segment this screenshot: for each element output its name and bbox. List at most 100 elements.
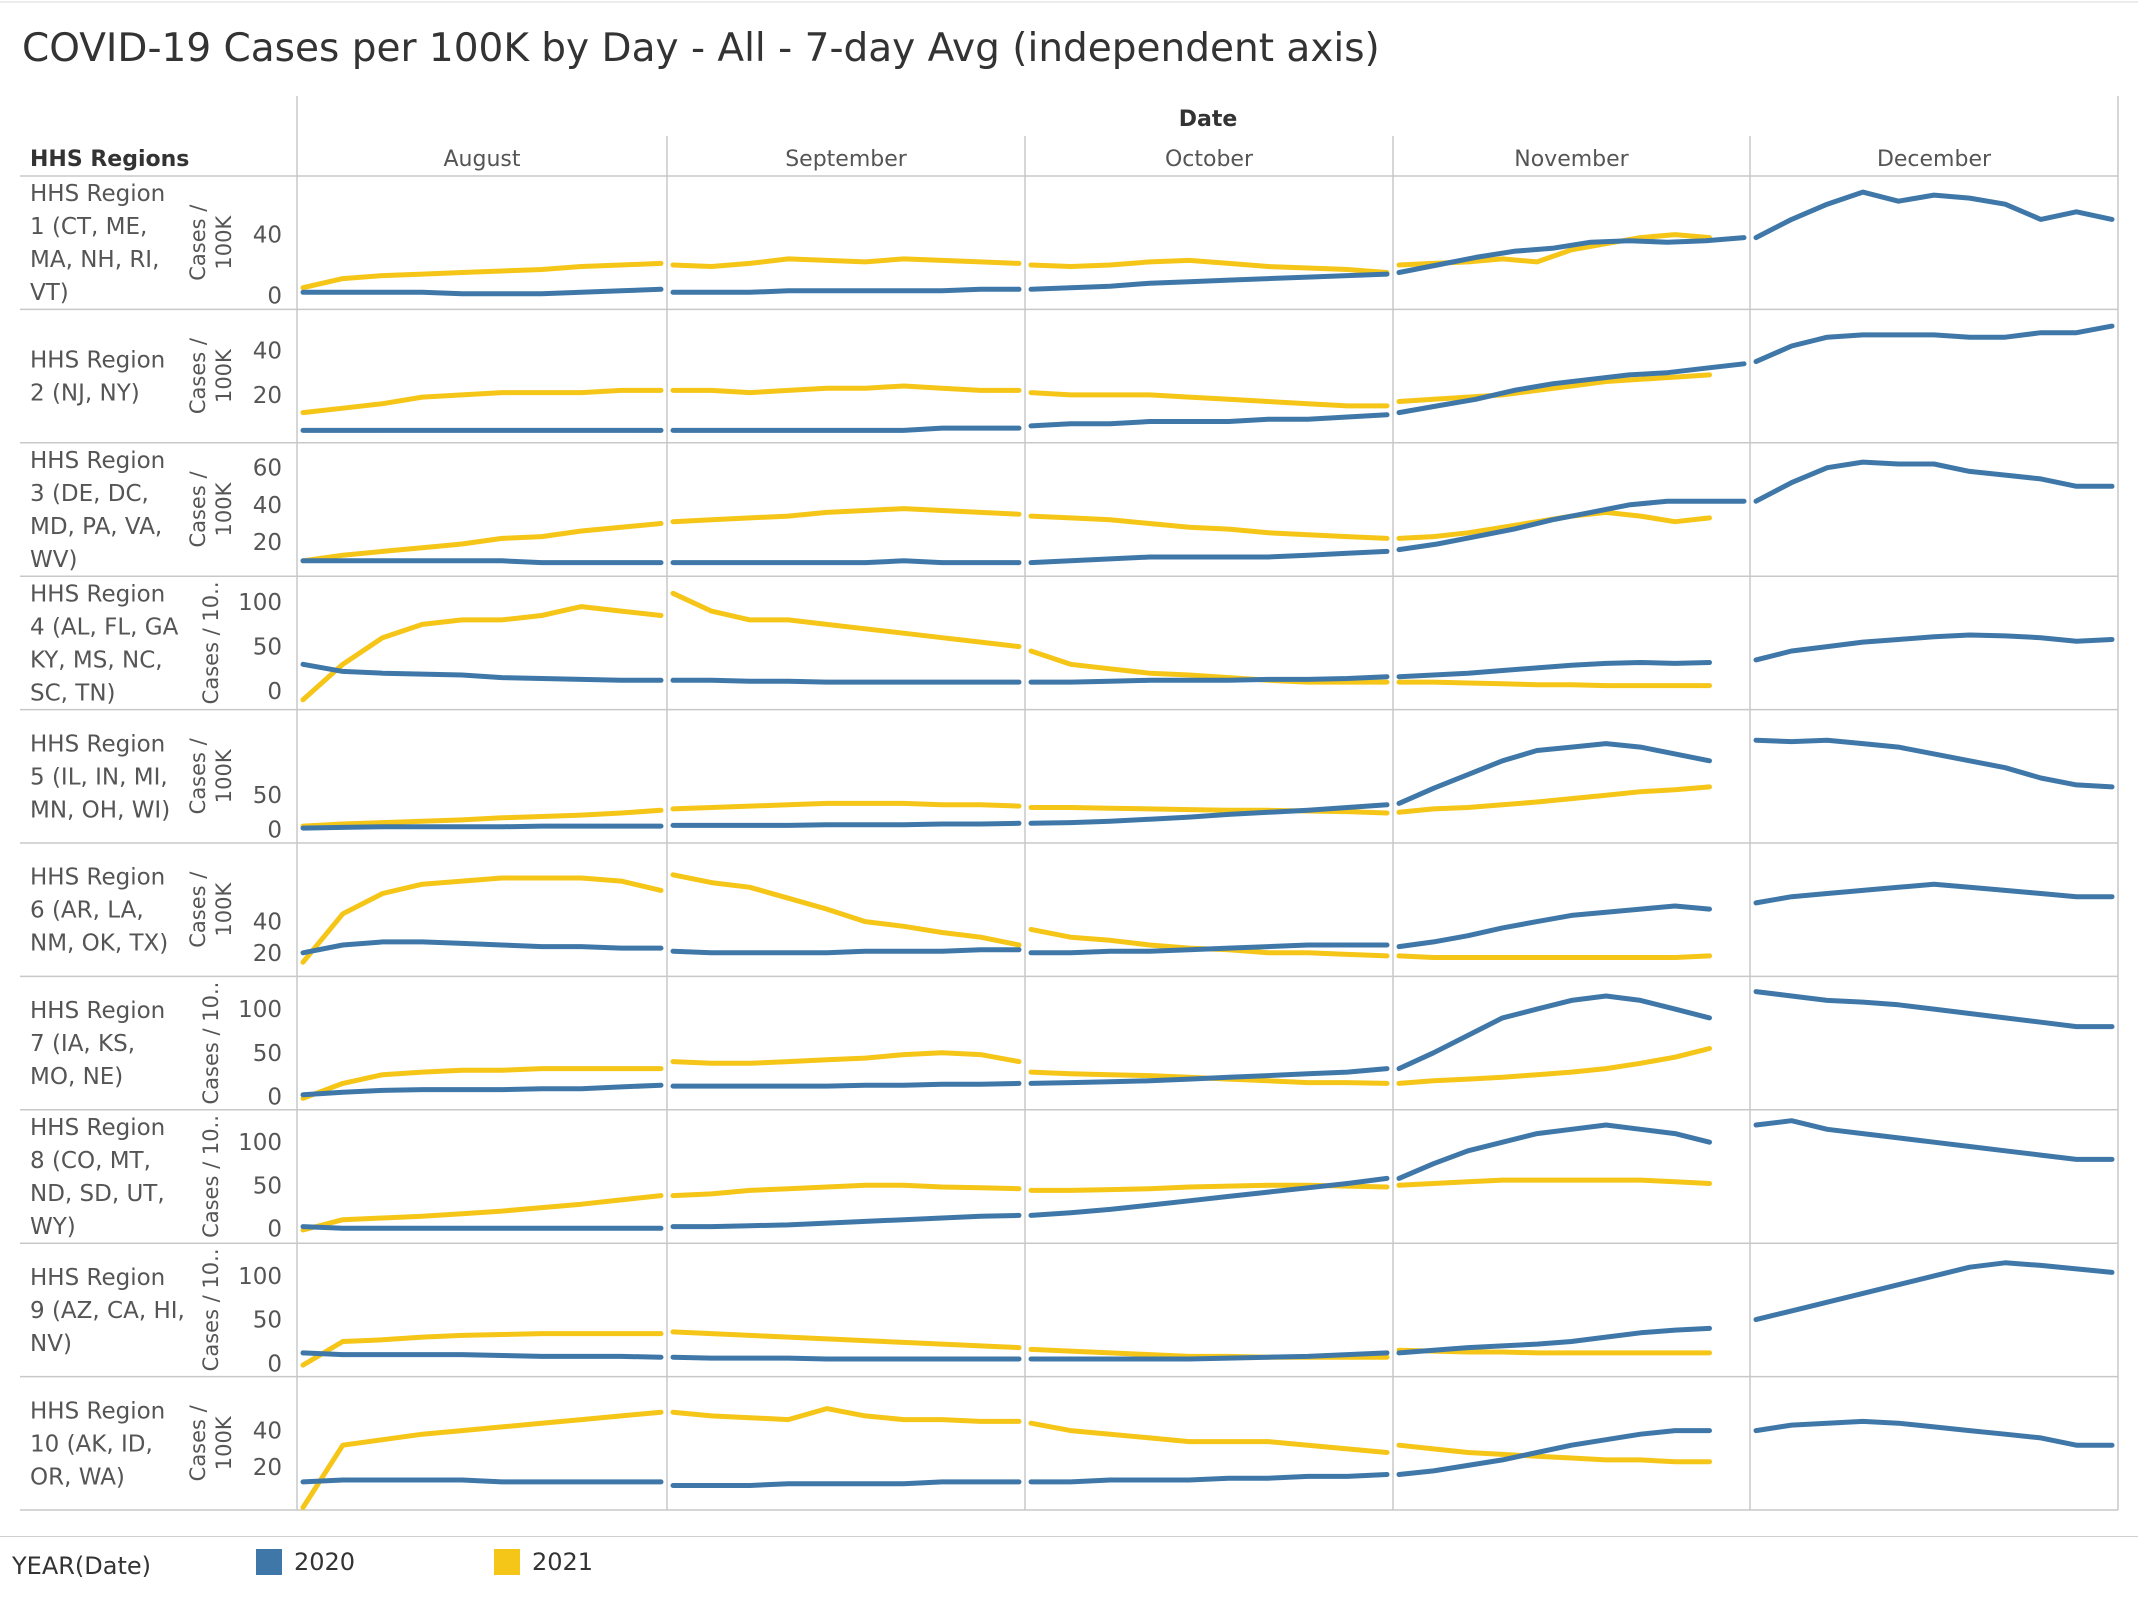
legend-title: YEAR(Date) <box>12 1552 152 1580</box>
region-5-2021-line-november[interactable] <box>1396 784 1712 815</box>
region-3-y-axis-title: Cases / <box>186 471 210 548</box>
region-1-2021-line-september[interactable] <box>670 256 1022 269</box>
region-3-2020-line-october[interactable] <box>1028 548 1390 566</box>
region-9-2020-line-november[interactable] <box>1396 1325 1712 1356</box>
region-9-2020-line-september[interactable] <box>670 1354 1022 1362</box>
region-10-2020-line-september[interactable] <box>670 1479 1022 1488</box>
region-10-2021-line-november[interactable] <box>1396 1442 1712 1465</box>
region-8-2020-line-september[interactable] <box>670 1212 1022 1230</box>
legend-item-2020[interactable]: 2020 <box>256 1544 355 1580</box>
region-7-2020-line-december[interactable] <box>1753 989 2115 1030</box>
region-4-2020-line-august[interactable] <box>300 661 664 683</box>
region-5-2021-line-august[interactable] <box>300 807 664 829</box>
region-3-2020-line-december[interactable] <box>1753 459 2115 504</box>
region-6-tick-label: 20 <box>253 941 282 967</box>
region-5-2021-line-september[interactable] <box>670 800 1022 812</box>
region-3-2020-line-november[interactable] <box>1396 498 1747 553</box>
region-10-2021-line-august[interactable] <box>300 1409 664 1510</box>
region-3-2021-line-september[interactable] <box>670 506 1022 525</box>
region-6-2020-line-december[interactable] <box>1753 881 2115 906</box>
region-4-2020-line-september[interactable] <box>670 677 1022 685</box>
region-7-2020-line-october[interactable] <box>1028 1066 1390 1086</box>
region-6-2020-line-august[interactable] <box>300 939 664 956</box>
region-8-2021-line-september[interactable] <box>670 1182 1022 1199</box>
region-8-2020-line-december[interactable] <box>1753 1118 2115 1162</box>
region-6-label: 6 (AR, LA, <box>30 898 144 924</box>
region-6-tick-label: 40 <box>253 910 282 936</box>
region-4-2021-line-october[interactable] <box>1028 648 1390 685</box>
region-8-2020-line-august[interactable] <box>300 1224 664 1231</box>
region-6-2020-line-november[interactable] <box>1396 903 1712 950</box>
region-10-2021-line-september[interactable] <box>670 1406 1022 1424</box>
region-8-2021-line-november[interactable] <box>1396 1177 1712 1188</box>
region-2-2021-line-august[interactable] <box>300 387 664 416</box>
region-1-2020-line-october[interactable] <box>1028 271 1390 292</box>
region-3-2021-line-november[interactable] <box>1396 509 1712 541</box>
region-9-2021-line-september[interactable] <box>670 1329 1022 1351</box>
region-5-2020-line-october[interactable] <box>1028 802 1390 826</box>
region-2-2021-line-november[interactable] <box>1396 372 1712 404</box>
region-4-label: KY, MS, NC, <box>30 647 163 673</box>
region-5-2020-line-november[interactable] <box>1396 741 1712 806</box>
region-3-2021-line-august[interactable] <box>300 521 664 564</box>
region-7-2020-line-november[interactable] <box>1396 993 1712 1072</box>
region-7-label: 7 (IA, KS, <box>30 1031 135 1057</box>
region-1-2020-line-november[interactable] <box>1396 235 1747 275</box>
region-6-2021-line-august[interactable] <box>300 875 664 965</box>
region-7-2021-line-september[interactable] <box>670 1050 1022 1066</box>
region-3-2020-line-september[interactable] <box>670 558 1022 566</box>
region-10-2020-line-october[interactable] <box>1028 1472 1390 1485</box>
region-9-2020-line-august[interactable] <box>300 1350 664 1360</box>
region-9-2020-line-october[interactable] <box>1028 1350 1390 1362</box>
region-10-2020-line-november[interactable] <box>1396 1428 1712 1477</box>
region-4-2021-line-november[interactable] <box>1396 679 1712 689</box>
region-6-2021-line-september[interactable] <box>670 872 1022 948</box>
region-2-2021-line-september[interactable] <box>670 383 1022 396</box>
region-3-tick-label: 40 <box>253 493 282 519</box>
region-5-2020-line-december[interactable] <box>1753 737 2115 790</box>
region-10-2020-line-august[interactable] <box>300 1477 664 1485</box>
region-1-2021-line-october[interactable] <box>1028 257 1390 275</box>
region-3-tick-label: 20 <box>253 530 282 556</box>
region-2-2020-line-november[interactable] <box>1396 361 1747 416</box>
region-5-label: MN, OH, WI) <box>30 797 170 823</box>
region-5-2020-line-september[interactable] <box>670 820 1022 828</box>
region-2-2020-line-december[interactable] <box>1753 323 2115 365</box>
region-10-2020-line-december[interactable] <box>1753 1418 2115 1448</box>
region-10-2021-line-october[interactable] <box>1028 1420 1390 1455</box>
region-2-2021-line-october[interactable] <box>1028 390 1390 409</box>
region-7-2020-line-september[interactable] <box>670 1080 1022 1089</box>
region-4-2021-line-september[interactable] <box>670 590 1022 650</box>
region-1-2020-line-august[interactable] <box>300 286 664 297</box>
region-9-2020-line-december[interactable] <box>1753 1260 2115 1323</box>
region-4-2020-line-october[interactable] <box>1028 674 1390 685</box>
region-7-2020-line-august[interactable] <box>300 1082 664 1098</box>
region-9-2021-line-august[interactable] <box>300 1331 664 1368</box>
region-8-2021-line-august[interactable] <box>300 1193 664 1233</box>
region-2-2020-line-september[interactable] <box>670 425 1022 433</box>
region-6-2020-line-october[interactable] <box>1028 942 1390 956</box>
region-3-2021-line-october[interactable] <box>1028 513 1390 541</box>
region-8-2020-line-october[interactable] <box>1028 1175 1390 1218</box>
region-1-2020-line-december[interactable] <box>1753 189 2115 241</box>
region-6-label: NM, OK, TX) <box>30 931 168 957</box>
region-8-2020-line-november[interactable] <box>1396 1122 1712 1181</box>
month-header-august: August <box>444 147 521 172</box>
region-4-2020-line-december[interactable] <box>1753 632 2115 663</box>
region-8-label: 8 (CO, MT, <box>30 1148 151 1174</box>
region-1-2020-line-september[interactable] <box>670 286 1022 295</box>
region-4-2020-line-november[interactable] <box>1396 660 1712 680</box>
legend-item-2021[interactable]: 2021 <box>494 1544 593 1580</box>
region-3-2020-line-august[interactable] <box>300 558 664 566</box>
region-6-2021-line-november[interactable] <box>1396 953 1712 960</box>
region-5-y-axis-title: Cases / <box>186 737 210 814</box>
region-2-2020-line-october[interactable] <box>1028 412 1390 429</box>
region-7-2021-line-november[interactable] <box>1396 1046 1712 1086</box>
region-6-2020-line-september[interactable] <box>670 947 1022 956</box>
region-5-2020-line-august[interactable] <box>300 823 664 831</box>
region-9-2021-line-november[interactable] <box>1396 1347 1712 1356</box>
region-7-2021-line-august[interactable] <box>300 1066 664 1101</box>
region-8-tick-label: 0 <box>267 1216 282 1242</box>
region-4-2021-line-august[interactable] <box>300 604 664 703</box>
region-1-2021-line-august[interactable] <box>300 260 664 291</box>
